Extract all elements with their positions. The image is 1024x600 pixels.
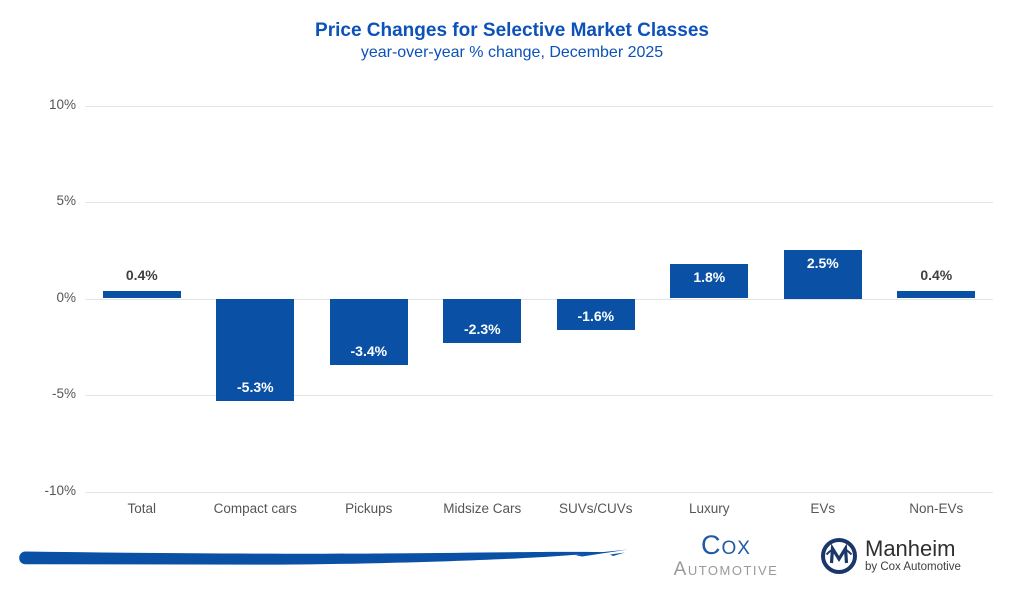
manheim-logo: Manheim by Cox Automotive xyxy=(820,537,961,575)
value-label-luxury: 1.8% xyxy=(693,268,726,285)
cox-logo-wordmark: Cox xyxy=(701,530,751,560)
bar-pickups xyxy=(329,299,408,365)
y-tick-label--5: -5% xyxy=(51,386,76,401)
gridline-0 xyxy=(85,298,993,300)
bar-non-evs xyxy=(897,290,976,299)
y-tick-label--10: -10% xyxy=(44,482,76,498)
value-label-compact-cars: -5.3% xyxy=(237,379,274,396)
y-tick-label-10: 10% xyxy=(48,96,76,112)
bar-compact-cars xyxy=(216,299,295,402)
chart-title: Price Changes for Selective Market Class… xyxy=(315,20,709,41)
x-axis-label-non-evs: Non-EVs xyxy=(909,501,964,516)
x-axis-label-suvs-cuvs: SUVs/CUVs xyxy=(558,501,633,516)
cox-automotive-logo: Cox Automotive xyxy=(648,530,804,580)
manheim-logo-name: Manheim xyxy=(865,536,956,562)
bar-total xyxy=(102,290,181,299)
manheim-logo-tagline: by Cox Automotive xyxy=(865,561,961,574)
x-axis-label-evs: EVs xyxy=(810,501,836,516)
bar-evs xyxy=(783,250,862,299)
x-axis-label-compact-cars: Compact cars xyxy=(213,501,297,516)
x-axis-label-midsize-cars: Midsize Cars xyxy=(443,501,522,516)
bar-suvs-cuvs xyxy=(556,299,635,330)
gridline--5 xyxy=(85,395,993,396)
gridline-10 xyxy=(85,105,993,107)
x-axis-label-luxury: Luxury xyxy=(688,501,730,516)
bar-midsize-cars xyxy=(443,299,522,344)
value-label-suvs-cuvs: -1.6% xyxy=(577,307,615,324)
value-label-total: 0.4% xyxy=(125,266,158,283)
manheim-logo-text: Manheim by Cox Automotive xyxy=(865,538,961,574)
gridline-5 xyxy=(85,202,993,203)
chart-subtitle: year-over-year % change, December 2025 xyxy=(360,44,664,61)
cox-logo-subtext: Automotive xyxy=(673,559,779,580)
bar-luxury xyxy=(670,263,749,299)
y-tick-label-5: 5% xyxy=(56,193,76,208)
value-label-midsize-cars: -2.3% xyxy=(464,321,501,338)
x-axis-label-pickups: Pickups xyxy=(345,501,393,516)
x-axis-label-total: Total xyxy=(127,501,157,516)
gridline--10 xyxy=(85,491,993,493)
brush-stroke-decoration xyxy=(19,549,628,565)
y-tick-label-0: 0% xyxy=(56,289,76,305)
value-label-pickups: -3.4% xyxy=(350,342,388,359)
manheim-m-icon xyxy=(821,538,857,574)
value-label-non-evs: 0.4% xyxy=(920,266,953,283)
value-label-evs: 2.5% xyxy=(806,255,839,272)
